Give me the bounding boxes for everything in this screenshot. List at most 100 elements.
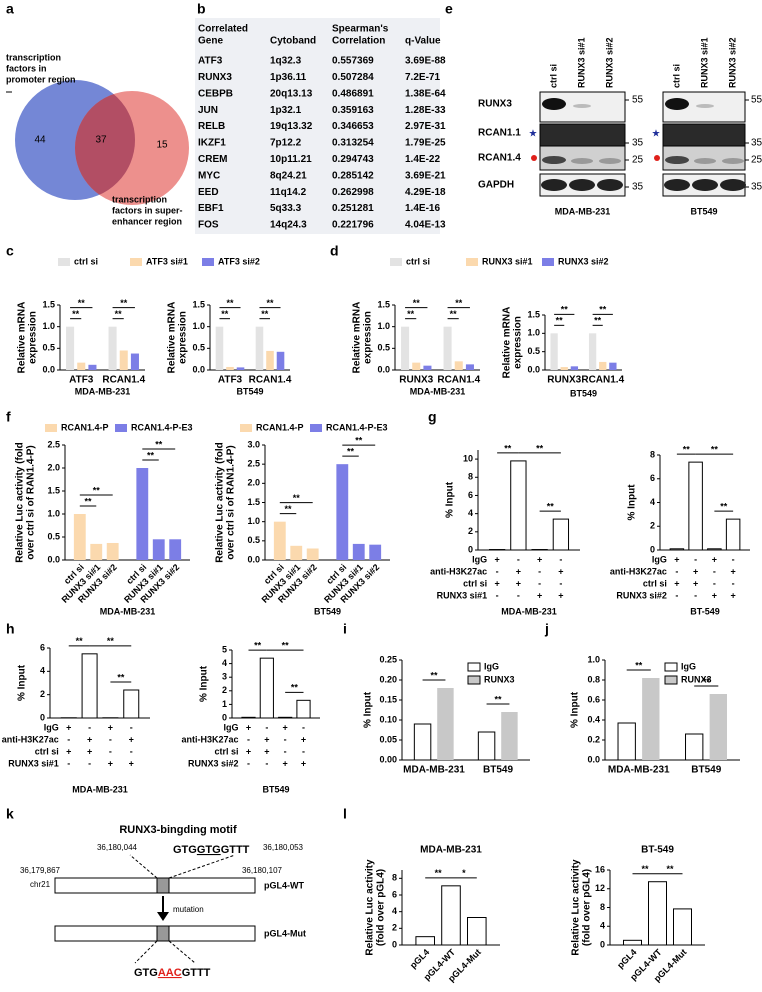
condition-sign: + bbox=[246, 722, 251, 732]
condition-label: RUNX3 si#2 bbox=[616, 590, 667, 600]
sig-label: ** bbox=[666, 864, 674, 874]
condition-sign: + bbox=[558, 590, 563, 600]
y-tick-label: 0.10 bbox=[379, 714, 397, 724]
marker-label: 35 bbox=[751, 138, 762, 149]
y-axis-label: (fold over pGL4) bbox=[376, 869, 387, 946]
legend-swatch bbox=[202, 258, 214, 266]
table-cell: 1p36.11 bbox=[270, 72, 307, 83]
sig-label: ** bbox=[355, 436, 363, 446]
table-header: Correlation bbox=[332, 36, 385, 47]
legend-label: ATF3 si#1 bbox=[146, 256, 188, 266]
table-cell: 0.507284 bbox=[332, 72, 374, 83]
chromosome: chr21 bbox=[30, 880, 51, 889]
venn-label: transcription bbox=[6, 52, 61, 62]
sequence-part: GTTT bbox=[182, 967, 211, 979]
group-label: RCAN1.4 bbox=[102, 375, 145, 386]
y-axis-label: Relative Luc activity bbox=[365, 859, 376, 956]
group-label: RCAN1.4 bbox=[249, 375, 292, 386]
venn-label: factors in super- bbox=[112, 205, 183, 215]
band bbox=[694, 158, 716, 164]
condition-label: ctrl si bbox=[643, 578, 667, 588]
y-axis-label: Relative mRNA bbox=[167, 302, 178, 374]
bar bbox=[550, 333, 558, 370]
condition-sign: + bbox=[712, 590, 717, 600]
legend-label: ctrl si bbox=[74, 256, 98, 266]
panel-label: b bbox=[197, 1, 206, 17]
y-tick-label: 0.5 bbox=[247, 535, 260, 545]
table-cell: ATF3 bbox=[198, 56, 223, 67]
bar bbox=[73, 514, 86, 560]
y-tick-label: 0.0 bbox=[42, 364, 55, 374]
band bbox=[542, 98, 566, 110]
table-cell: 7p12.2 bbox=[270, 138, 302, 149]
sig-label: ** bbox=[221, 309, 229, 319]
y-tick-label: 2.5 bbox=[47, 439, 60, 449]
bar bbox=[707, 548, 722, 551]
table-cell: EBF1 bbox=[198, 203, 224, 214]
bar bbox=[169, 539, 182, 560]
legend-label: IgG bbox=[681, 661, 696, 671]
condition-sign: + bbox=[494, 578, 499, 588]
venn-label: factors in bbox=[6, 63, 47, 73]
guide bbox=[168, 940, 196, 964]
legend-swatch bbox=[664, 675, 678, 685]
y-tick-label: 0.6 bbox=[587, 694, 600, 704]
x-axis-label: MDA-MB-231 bbox=[501, 606, 557, 616]
bar bbox=[669, 548, 685, 551]
protein-label: RCAN1.4 bbox=[478, 153, 521, 164]
x-axis-label: BT549 bbox=[314, 606, 341, 616]
y-tick-label: 1.5 bbox=[527, 309, 540, 319]
condition-label: ctrl si bbox=[35, 746, 59, 756]
table-cell: 20q13.13 bbox=[270, 88, 313, 99]
sequence-part: GTG bbox=[197, 844, 221, 856]
panel-label: h bbox=[6, 621, 15, 637]
panel-label: a bbox=[6, 1, 14, 17]
lane-label: ctrl si bbox=[548, 64, 558, 88]
band bbox=[696, 104, 714, 108]
condition-sign: - bbox=[538, 566, 541, 576]
table-bg bbox=[195, 18, 440, 234]
group-label: ATF3 bbox=[218, 375, 243, 386]
coordinate: 36,179,867 bbox=[20, 866, 61, 875]
y-axis-label: Relative Luc activity (fold bbox=[15, 442, 26, 563]
legend-swatch bbox=[390, 258, 402, 266]
sig-label: ** bbox=[285, 504, 293, 514]
table-cell: 1.38E-64 bbox=[405, 88, 446, 99]
condition-sign: - bbox=[559, 578, 562, 588]
venn-count: 15 bbox=[156, 140, 168, 151]
condition-sign: - bbox=[713, 578, 716, 588]
table-header: q-Value bbox=[405, 36, 441, 47]
condition-sign: - bbox=[130, 722, 133, 732]
legend-swatch bbox=[240, 424, 252, 432]
sig-label: ** bbox=[291, 683, 299, 693]
sequence-part: GTG bbox=[134, 967, 158, 979]
condition-sign: - bbox=[88, 758, 91, 768]
y-tick-label: 3 bbox=[222, 672, 227, 682]
table-cell: 0.346653 bbox=[332, 121, 374, 132]
y-tick-label: 2 bbox=[40, 689, 45, 699]
marker-label: 35 bbox=[632, 138, 644, 149]
x-axis-label: MDA-MB-231 bbox=[75, 386, 131, 396]
y-axis-label: (fold over pGL4) bbox=[582, 869, 593, 946]
table-cell: 0.251281 bbox=[332, 203, 374, 214]
table-cell: RUNX3 bbox=[198, 72, 232, 83]
group-label: BT549 bbox=[483, 765, 513, 776]
venn-label: enhancer region bbox=[112, 216, 182, 226]
arrow-head bbox=[157, 912, 169, 921]
venn-label: promoter region bbox=[6, 74, 76, 84]
condition-sign: + bbox=[516, 566, 521, 576]
condition-sign: - bbox=[517, 590, 520, 600]
bar bbox=[570, 366, 579, 370]
y-tick-label: 6 bbox=[40, 642, 45, 652]
table-cell: 1q32.3 bbox=[270, 56, 302, 67]
sig-label: ** bbox=[407, 309, 415, 319]
sig-label: ** bbox=[107, 636, 115, 646]
dot bbox=[531, 155, 537, 161]
y-tick-label: 1.0 bbox=[247, 516, 260, 526]
table-header: Gene bbox=[198, 36, 223, 47]
y-tick-label: 8 bbox=[600, 902, 605, 912]
sig-label: ** bbox=[703, 676, 711, 686]
venn-overlap bbox=[75, 91, 135, 200]
legend-label: RUNX3 bbox=[484, 674, 515, 684]
bar bbox=[130, 353, 139, 370]
